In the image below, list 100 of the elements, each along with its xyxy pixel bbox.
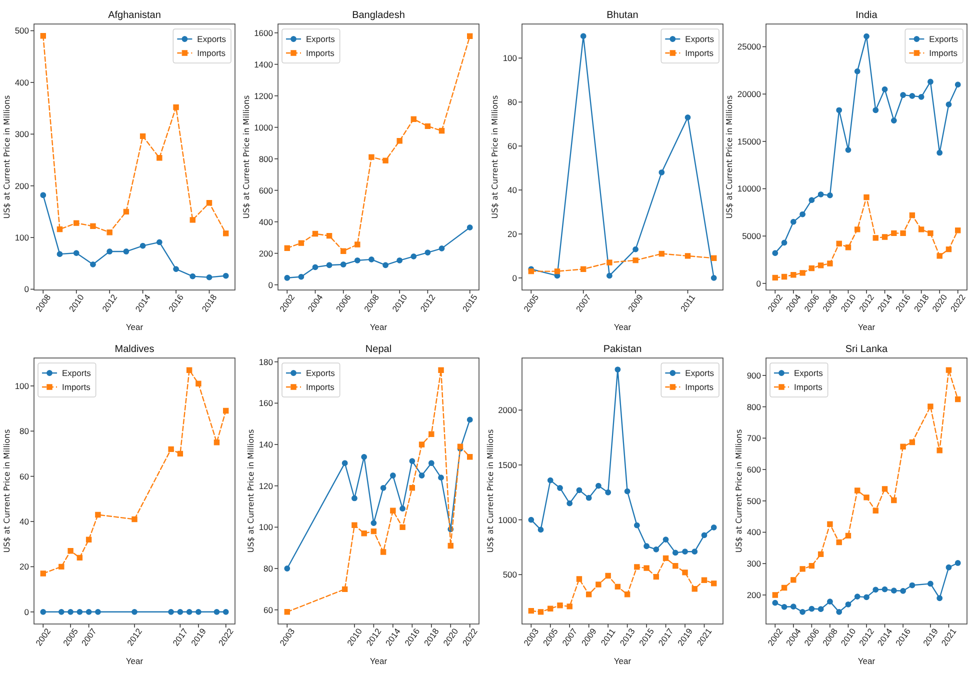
point (58, 564, 64, 570)
point (214, 440, 220, 446)
point (827, 192, 833, 198)
point (624, 592, 630, 598)
chart-title: Maldives (114, 344, 154, 355)
point (156, 239, 162, 246)
point (466, 416, 473, 423)
point (298, 274, 304, 280)
point (222, 272, 229, 279)
y-tick-label: 40 (20, 516, 30, 526)
y-tick-label: 200 (258, 248, 274, 258)
point (409, 485, 416, 491)
point (711, 255, 717, 261)
point (177, 608, 184, 615)
y-tick-label: 15000 (737, 136, 762, 146)
point (428, 431, 434, 438)
chart-title: Pakistan (603, 344, 642, 355)
y-tick-label: 60 (508, 140, 518, 151)
point (370, 520, 377, 526)
point (606, 272, 612, 279)
point (95, 512, 101, 518)
legend-label: Exports (929, 34, 958, 44)
point (214, 608, 220, 615)
y-tick-label: 0 (268, 280, 274, 290)
point (882, 86, 888, 92)
point (448, 542, 454, 549)
legend-label: Imports (197, 48, 226, 58)
y-tick-label: 2000 (498, 405, 518, 416)
y-tick-label: 20 (20, 562, 30, 572)
point (557, 602, 563, 608)
point (467, 454, 473, 460)
y-tick-label: 500 (746, 496, 762, 506)
point (580, 33, 586, 40)
point (368, 154, 374, 160)
point (928, 230, 934, 236)
point (808, 197, 815, 204)
point (772, 592, 778, 598)
point (808, 562, 815, 569)
chart-title: Nepal (365, 344, 392, 355)
point (891, 230, 897, 236)
point (711, 580, 717, 586)
point (644, 543, 650, 550)
point (928, 580, 934, 587)
point (528, 516, 534, 523)
legend-label: Imports (306, 382, 334, 392)
point (123, 248, 130, 254)
point (586, 592, 592, 598)
y-tick-label: 120 (258, 480, 274, 491)
point (284, 609, 290, 615)
point (653, 546, 660, 552)
y-tick-label: 300 (14, 129, 30, 140)
y-tick-label: 1500 (498, 460, 518, 470)
point (76, 608, 83, 615)
point (864, 494, 870, 500)
point (123, 208, 130, 215)
y-axis-title: US$ at Current Price in Millions (490, 95, 500, 219)
point (946, 246, 952, 252)
y-axis-title: US$ at Current Price in Millions (2, 429, 12, 553)
legend-label: Exports (197, 34, 226, 44)
point (614, 366, 621, 372)
point (900, 588, 906, 594)
legend-label: Imports (929, 48, 958, 58)
point (352, 522, 358, 528)
point (380, 484, 386, 491)
point (882, 586, 888, 592)
point (410, 116, 416, 122)
point (424, 123, 431, 130)
y-tick-label: 80 (264, 563, 274, 574)
point (662, 536, 669, 542)
point (928, 404, 934, 410)
y-tick-label: 300 (746, 558, 762, 569)
point (781, 584, 788, 591)
y-tick-label: 800 (746, 402, 762, 412)
chart-title: India (856, 10, 878, 21)
point (390, 472, 396, 478)
y-tick-label: 100 (502, 53, 518, 64)
x-axis-title: Year (370, 322, 388, 332)
x-axis-title: Year (370, 656, 388, 666)
point (790, 218, 796, 225)
point (438, 245, 445, 252)
point (284, 566, 290, 572)
point (710, 274, 717, 281)
point (606, 260, 612, 266)
point (864, 194, 870, 200)
point (40, 192, 46, 198)
point (40, 608, 46, 615)
point (40, 570, 46, 576)
y-tick-label: 600 (746, 464, 762, 474)
point (156, 155, 162, 161)
point (827, 260, 833, 266)
point (86, 536, 92, 542)
point (586, 494, 592, 501)
point (390, 508, 396, 514)
legend-label: Imports (685, 382, 714, 392)
point (576, 576, 582, 582)
y-tick-label: 1000 (498, 514, 518, 525)
point (580, 266, 586, 272)
point (605, 489, 612, 496)
point (196, 608, 202, 615)
x-axis-title: Year (858, 322, 876, 332)
